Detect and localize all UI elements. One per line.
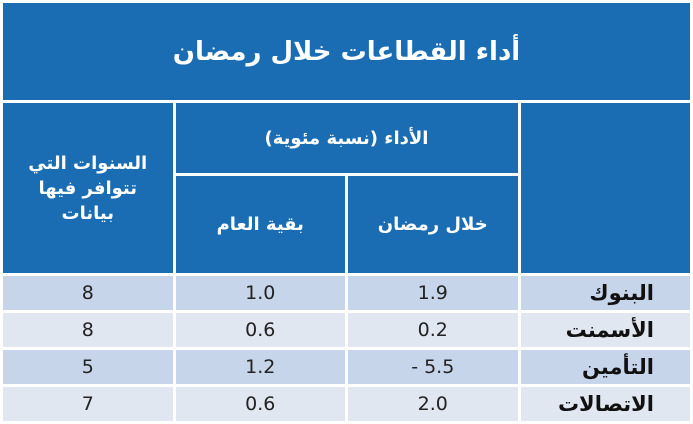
rest-header: بقية العام: [175, 175, 345, 274]
ramadan-cell: 2.0: [417, 393, 448, 416]
table-title: أداء القطاعات خلال رمضان: [3, 3, 690, 101]
years-cell: 8: [81, 319, 94, 342]
rest-cell: 0.6: [245, 393, 276, 416]
ramadan-cell: 1.9: [417, 282, 448, 305]
sector-cell: الاتصالات: [557, 392, 654, 417]
rest-cell: 0.6: [245, 319, 276, 342]
sector-header: [520, 103, 690, 274]
years-cell: 5: [81, 356, 94, 379]
ramadan-cell: - 5.5: [411, 356, 455, 379]
rest-cell: 1.0: [245, 282, 276, 305]
years-cell: 8: [81, 282, 94, 305]
table-row: التأمين - 5.5 1.2 5: [3, 350, 690, 385]
ramadan-header: خلال رمضان: [348, 175, 518, 274]
years-header: السنوات التي تتوافر فيها بيانات: [3, 103, 173, 274]
table-row: الاتصالات 2.0 0.6 7: [3, 387, 690, 421]
sector-cell: الأسمنت: [565, 318, 654, 343]
years-cell: 7: [81, 393, 94, 416]
table-row: الأسمنت 0.2 0.6 8: [3, 313, 690, 348]
performance-header: الأداء (نسبة مئوية): [175, 103, 518, 173]
ramadan-cell: 0.2: [417, 319, 448, 342]
rest-cell: 1.2: [245, 356, 276, 379]
sector-cell: التأمين: [581, 355, 654, 380]
table-row: البنوك 1.9 1.0 8: [3, 276, 690, 311]
sector-cell: البنوك: [589, 281, 654, 306]
